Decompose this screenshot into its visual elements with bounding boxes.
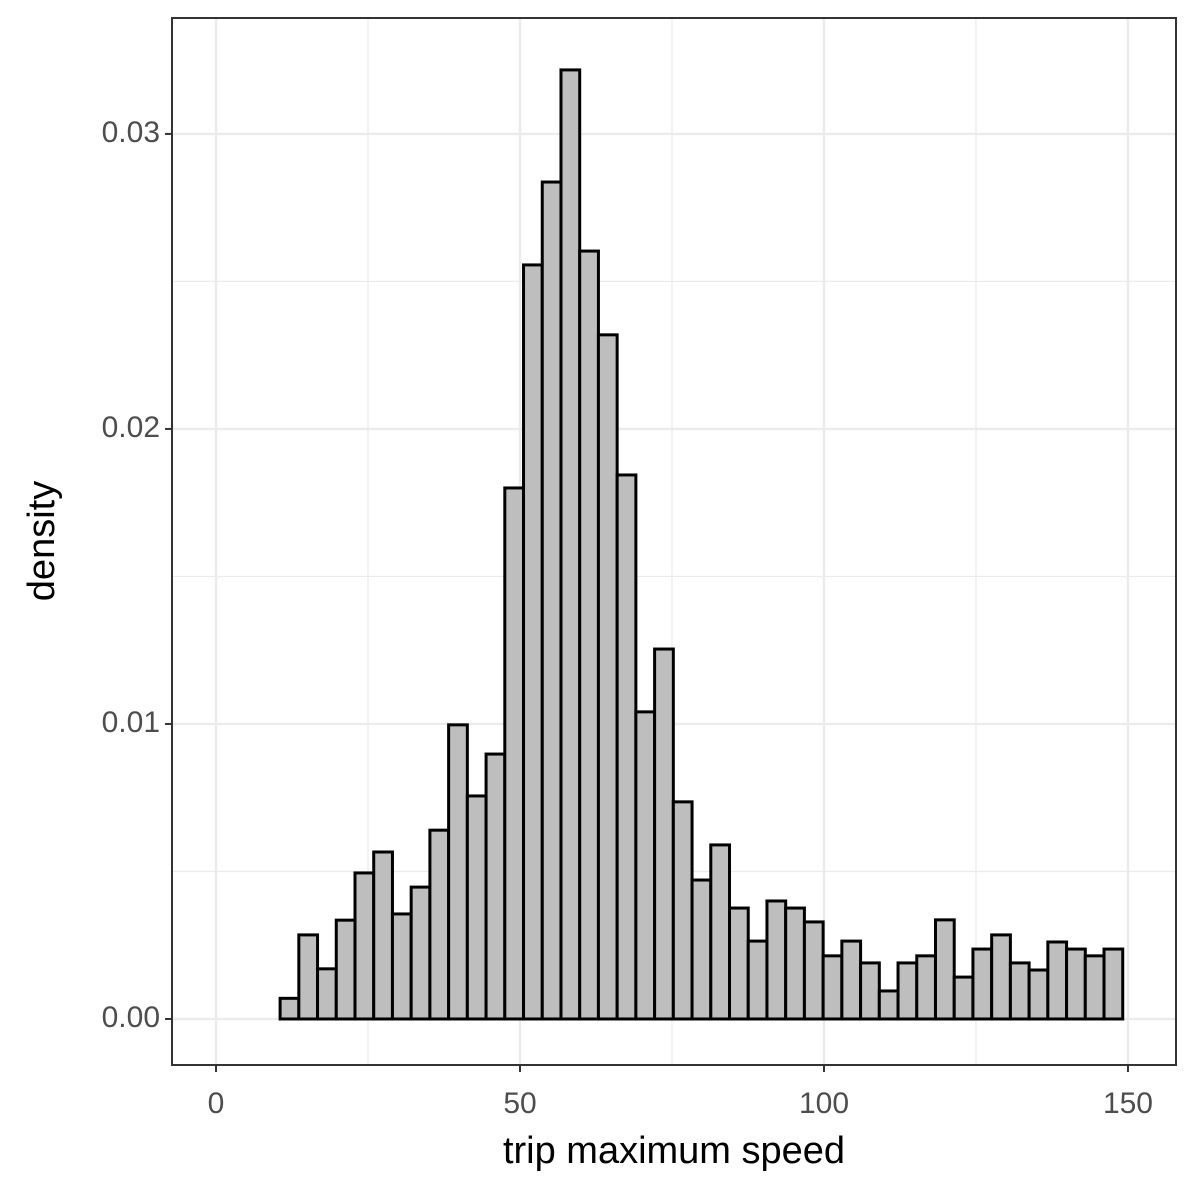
bar: [334, 918, 357, 1021]
bar: [372, 850, 394, 1021]
bar: [1008, 961, 1031, 1021]
bar: [1065, 947, 1087, 1021]
bar: [933, 918, 956, 1021]
bar: [540, 180, 563, 1021]
bar: [765, 899, 788, 1021]
y-tick-label: 0.01: [102, 706, 160, 739]
axes: 0 50 100 150 0.00 0.01 0.02 0.03: [102, 116, 1153, 1120]
y-tick-label: 0.02: [102, 411, 160, 444]
bar: [615, 473, 638, 1021]
x-tick-label: 50: [503, 1087, 536, 1120]
bar: [821, 954, 844, 1021]
bar: [390, 912, 413, 1021]
bar: [1046, 940, 1069, 1021]
x-tick-label: 100: [799, 1087, 849, 1120]
bar: [915, 954, 937, 1021]
bar: [1027, 968, 1050, 1021]
bars: [278, 68, 1125, 1021]
bar: [596, 333, 619, 1021]
bar: [690, 878, 713, 1021]
bar: [896, 961, 919, 1021]
bar: [278, 996, 301, 1021]
bar: [428, 828, 451, 1021]
bar: [990, 933, 1012, 1021]
bar: [952, 975, 975, 1021]
bar: [409, 885, 432, 1021]
bar: [728, 906, 750, 1021]
bar: [484, 752, 507, 1021]
bar: [859, 961, 881, 1021]
bar: [709, 843, 732, 1021]
y-tick-label: 0.03: [102, 116, 160, 149]
bar: [840, 939, 863, 1021]
x-axis-title: trip maximum speed: [503, 1130, 845, 1172]
bar: [746, 939, 769, 1021]
y-tick-label: 0.00: [102, 1001, 160, 1034]
bar: [671, 800, 694, 1021]
bar: [316, 967, 338, 1021]
bar: [971, 947, 994, 1021]
bar: [578, 249, 600, 1021]
bar: [353, 871, 376, 1021]
bar: [503, 486, 526, 1021]
x-tick-label: 0: [208, 1087, 225, 1120]
y-axis-title: density: [21, 481, 63, 601]
bar: [802, 920, 825, 1021]
bar: [1083, 954, 1106, 1021]
bar: [784, 906, 806, 1021]
bar: [653, 647, 675, 1021]
x-tick-label: 150: [1103, 1087, 1153, 1120]
bar: [1102, 947, 1125, 1021]
bar: [877, 989, 900, 1021]
bar: [465, 794, 488, 1021]
panel-border: [171, 17, 1177, 1066]
bar: [447, 723, 469, 1021]
bar: [559, 68, 582, 1021]
bar: [297, 933, 320, 1021]
bar: [634, 710, 657, 1021]
bar: [522, 263, 544, 1021]
